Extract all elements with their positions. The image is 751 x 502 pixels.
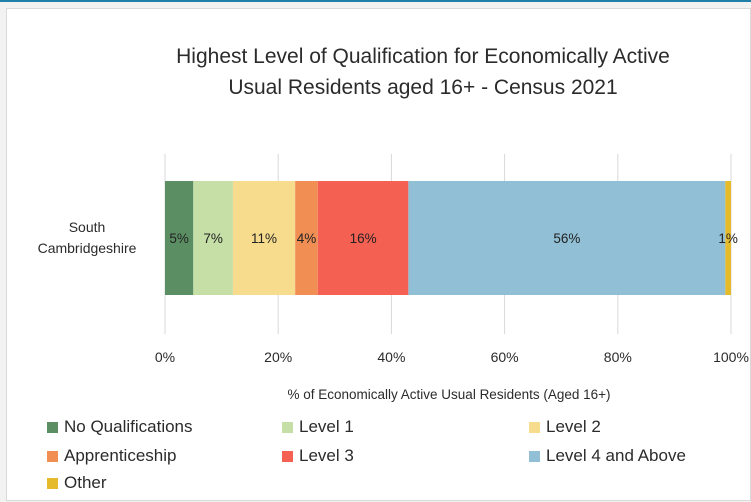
data-label: 1% xyxy=(718,231,738,246)
data-label: 11% xyxy=(251,231,277,246)
data-labels: 5% 7% 11% 4% 16% 56% 1% xyxy=(169,231,738,246)
legend-label: Level 3 xyxy=(299,446,354,465)
chart-title: Highest Level of Qualification for Econo… xyxy=(176,45,670,99)
bar-segment xyxy=(725,181,731,295)
legend: No Qualifications Level 1 Level 2 Apprentic… xyxy=(47,417,686,492)
data-label: 5% xyxy=(169,231,189,246)
legend-item: Level 3 xyxy=(282,446,354,465)
category-label-line-2: Cambridgeshire xyxy=(38,240,137,256)
chart-title-line-2: Usual Residents aged 16+ - Census 2021 xyxy=(228,76,617,99)
category-label: South Cambridgeshire xyxy=(38,219,137,256)
legend-swatch xyxy=(47,451,58,462)
x-tick-label: 40% xyxy=(377,349,405,365)
stacked-bar-chart: Highest Level of Qualification for Econo… xyxy=(38,45,749,492)
legend-item: Level 2 xyxy=(529,417,601,436)
x-tick-label: 0% xyxy=(155,349,175,365)
legend-swatch xyxy=(529,451,540,462)
x-tick-label: 80% xyxy=(604,349,632,365)
legend-label: Level 2 xyxy=(546,417,601,436)
bar-segment xyxy=(193,181,233,295)
data-label: 56% xyxy=(553,231,580,246)
bar-segment xyxy=(232,181,296,295)
bar-segment xyxy=(317,181,409,295)
legend-item: Level 4 and Above xyxy=(529,446,686,465)
bar-segment xyxy=(408,181,726,295)
legend-swatch xyxy=(529,422,540,433)
x-tick-label: 20% xyxy=(264,349,292,365)
legend-label: Apprenticeship xyxy=(64,446,176,465)
legend-swatch xyxy=(47,422,58,433)
legend-item: Level 1 xyxy=(282,417,354,436)
legend-label: Level 1 xyxy=(299,417,354,436)
x-tick-label: 100% xyxy=(713,349,749,365)
data-label: 7% xyxy=(203,231,223,246)
bar-segments xyxy=(165,181,731,295)
legend-swatch xyxy=(282,422,293,433)
x-axis-ticks: 0% 20% 40% 60% 80% 100% xyxy=(155,349,749,365)
legend-item: No Qualifications xyxy=(47,417,193,436)
data-label: 4% xyxy=(297,231,317,246)
legend-swatch xyxy=(47,478,58,489)
bar-segment xyxy=(165,181,194,295)
data-label: 16% xyxy=(350,231,377,246)
x-tick-label: 60% xyxy=(491,349,519,365)
legend-swatch xyxy=(282,451,293,462)
chart-title-line-1: Highest Level of Qualification for Econo… xyxy=(176,45,670,68)
chart-card: Highest Level of Qualification for Econo… xyxy=(6,8,751,501)
legend-item: Other xyxy=(47,473,107,492)
x-axis-title: % of Economically Active Usual Residents… xyxy=(287,387,610,402)
legend-label: Other xyxy=(64,473,107,492)
legend-label: No Qualifications xyxy=(64,417,193,436)
legend-item: Apprenticeship xyxy=(47,446,176,465)
category-label-line-1: South xyxy=(69,219,106,235)
legend-label: Level 4 and Above xyxy=(546,446,686,465)
bar-segment xyxy=(295,181,318,295)
